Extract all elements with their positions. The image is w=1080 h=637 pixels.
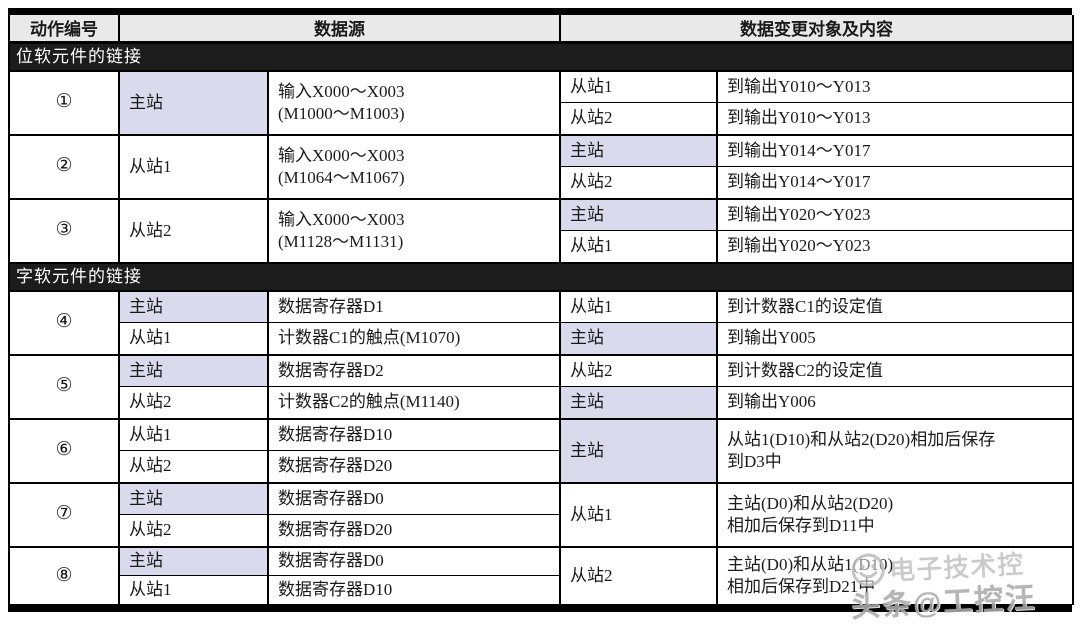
target-content-cell: 主站(D0)和从站2(D20) 相加后保存到D11中 xyxy=(716,481,1074,548)
target-content-cell: 到输出Y010～Y013 xyxy=(716,69,1074,104)
target-content-cell: 到输出Y005 xyxy=(716,322,1074,356)
target-content-cell: 主站(D0)和从站1(D10) 相加后保存到D21中 xyxy=(716,545,1074,606)
source-station-cell: 主站 xyxy=(118,481,269,516)
source-content-cell: 数据寄存器D20 xyxy=(267,450,561,484)
action-number-cell: ② xyxy=(8,133,120,200)
source-content-cell: 数据寄存器D2 xyxy=(267,353,561,388)
action-number-cell: ③ xyxy=(8,197,120,264)
table-row: ③ 从站2 输入X000～X003 (M1128～M1131) 主站 到输出Y0… xyxy=(8,197,1074,264)
table-row: 从站1 到输出Y020～Y023 xyxy=(9,230,1074,264)
source-content-cell: 输入X000～X003 (M1128～M1131) xyxy=(267,197,561,264)
table-row: ⑧ 主站 数据寄存器D0 从站2 主站(D0)和从站1(D10) 相加后保存到D… xyxy=(8,545,1074,606)
section-word-devices: 字软元件的链接 xyxy=(8,261,1074,292)
source-station-cell: 从站1 xyxy=(118,322,269,356)
source-content-cell: 数据寄存器D1 xyxy=(267,289,561,324)
target-station-cell: 从站1 xyxy=(559,289,718,324)
source-content-cell: 计数器C1的触点(M1070) xyxy=(267,322,561,356)
target-content-cell: 到输出Y020～Y023 xyxy=(716,197,1074,232)
table-row: ② 从站1 输入X000～X003 (M1064～M1067) 主站 到输出Y0… xyxy=(8,133,1074,200)
target-content-cell: 到计数器C1的设定值 xyxy=(716,289,1074,324)
table-row: ⑥ 从站1 数据寄存器D10 主站 从站1(D10)和从站2(D20)相加后保存… xyxy=(8,417,1074,484)
target-content-cell: 到输出Y020～Y023 xyxy=(716,230,1074,264)
action-number-cell: ⑤ xyxy=(8,353,120,420)
action-number-cell: ① xyxy=(8,69,120,136)
target-station-cell: 从站2 xyxy=(559,545,718,606)
source-station-cell: 从站1 xyxy=(118,575,269,606)
action-number-cell: ⑥ xyxy=(8,417,120,484)
source-content-cell: 数据寄存器D10 xyxy=(267,417,561,452)
target-station-cell: 从站2 xyxy=(559,353,718,388)
target-station-cell: 从站2 xyxy=(559,166,718,200)
source-content-cell: 数据寄存器D10 xyxy=(267,575,561,606)
source-station-cell: 主站 xyxy=(118,69,269,136)
source-station-cell: 从站1 xyxy=(118,417,269,452)
table-row: 从站1 计数器C1的触点(M1070) 主站 到输出Y005 xyxy=(9,322,1074,356)
source-content-cell: 数据寄存器D0 xyxy=(267,481,561,516)
source-station-cell: 从站2 xyxy=(118,514,269,548)
target-station-cell: 主站 xyxy=(559,417,718,484)
source-station-cell: 主站 xyxy=(118,289,269,324)
target-content-cell: 到计数器C2的设定值 xyxy=(716,353,1074,388)
source-col-header: 数据源 xyxy=(118,15,561,44)
table-row: 从站2 到输出Y014～Y017 xyxy=(9,166,1074,200)
target-content-cell: 到输出Y014～Y017 xyxy=(716,166,1074,200)
target-station-cell: 主站 xyxy=(559,322,718,356)
table-row: 从站2 计数器C2的触点(M1140) 主站 到输出Y006 xyxy=(9,386,1074,420)
device-link-table-wrap: 动作编号 数据源 数据变更对象及内容 位软元件的链接 ① 主站 输入X000～X… xyxy=(8,8,1074,613)
source-content-cell: 数据寄存器D0 xyxy=(267,545,561,577)
source-station-cell: 从站1 xyxy=(118,133,269,200)
target-station-cell: 从站1 xyxy=(559,230,718,264)
table-row: ⑤ 主站 数据寄存器D2 从站2 到计数器C2的设定值 xyxy=(8,353,1074,420)
action-number-cell: ④ xyxy=(8,289,120,356)
table-row: 从站2 到输出Y010～Y013 xyxy=(9,102,1074,136)
source-station-cell: 从站2 xyxy=(118,450,269,484)
target-station-cell: 主站 xyxy=(559,386,718,420)
target-content-cell: 到输出Y006 xyxy=(716,386,1074,420)
device-link-table: 动作编号 数据源 数据变更对象及内容 位软元件的链接 ① 主站 输入X000～X… xyxy=(8,15,1074,606)
source-content-cell: 输入X000～X003 (M1000～M1003) xyxy=(267,69,561,136)
table-row: 从站1 数据寄存器D10 xyxy=(9,575,1073,606)
table-row: ⑦ 主站 数据寄存器D0 从站1 主站(D0)和从站2(D20) 相加后保存到D… xyxy=(8,481,1074,548)
section-bit-devices: 位软元件的链接 xyxy=(8,41,1074,72)
target-content-cell: 从站1(D10)和从站2(D20)相加后保存 到D3中 xyxy=(716,417,1074,484)
target-station-cell: 从站1 xyxy=(559,481,718,548)
table-row: 从站2 数据寄存器D20 xyxy=(9,450,1073,484)
target-station-cell: 从站1 xyxy=(559,69,718,104)
target-content-cell: 到输出Y010～Y013 xyxy=(716,102,1074,136)
target-col-header: 数据变更对象及内容 xyxy=(559,15,1074,44)
source-content-cell: 计数器C2的触点(M1140) xyxy=(267,386,561,420)
section-word-label: 字软元件的链接 xyxy=(8,261,1074,292)
action-number-cell: ⑦ xyxy=(8,481,120,548)
source-station-cell: 主站 xyxy=(118,353,269,388)
source-station-cell: 主站 xyxy=(118,545,269,577)
source-station-cell: 从站2 xyxy=(118,386,269,420)
table-row: ④ 主站 数据寄存器D1 从站1 到计数器C1的设定值 xyxy=(8,289,1074,356)
target-station-cell: 从站2 xyxy=(559,102,718,136)
table-row: ① 主站 输入X000～X003 (M1000～M1003) 从站1 到输出Y0… xyxy=(8,69,1074,136)
section-bit-label: 位软元件的链接 xyxy=(8,41,1074,72)
table-row: 从站2 数据寄存器D20 xyxy=(9,514,1073,548)
target-content-cell: 到输出Y014～Y017 xyxy=(716,133,1074,168)
action-col-header: 动作编号 xyxy=(8,15,120,44)
target-station-cell: 主站 xyxy=(559,133,718,168)
action-number-cell: ⑧ xyxy=(8,545,120,606)
source-station-cell: 从站2 xyxy=(118,197,269,264)
table-header-row: 动作编号 数据源 数据变更对象及内容 xyxy=(8,15,1074,44)
source-content-cell: 数据寄存器D20 xyxy=(267,514,561,548)
source-content-cell: 输入X000～X003 (M1064～M1067) xyxy=(267,133,561,200)
target-station-cell: 主站 xyxy=(559,197,718,232)
